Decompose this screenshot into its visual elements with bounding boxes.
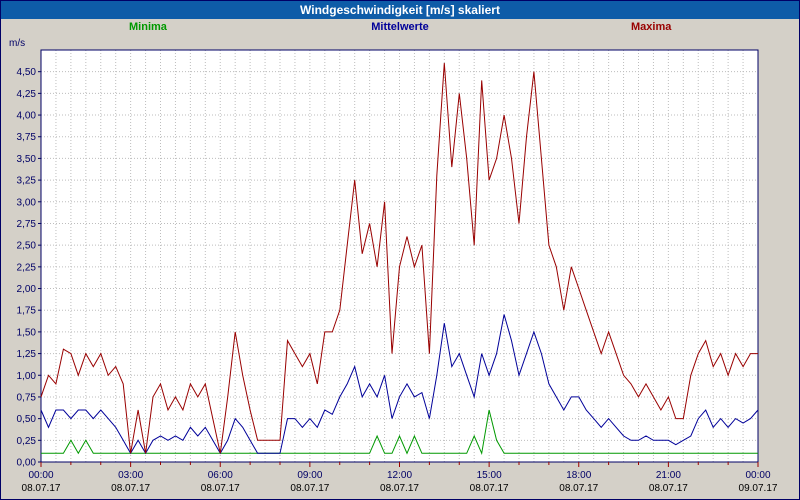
x-axis-time-label: 00:00 bbox=[28, 470, 53, 481]
y-axis-label: 4,00 bbox=[17, 111, 37, 122]
series-maxima-line bbox=[40, 62, 758, 454]
x-axis-time-label: 03:00 bbox=[118, 470, 143, 481]
y-axis-label: 1,25 bbox=[17, 349, 37, 360]
y-axis-label: 2,75 bbox=[17, 219, 37, 230]
x-axis-date-label: 08.07.17 bbox=[470, 483, 509, 494]
y-axis-label: 3,25 bbox=[17, 176, 37, 187]
legend: Minima Mittelwerte Maxima bbox=[1, 19, 799, 35]
y-axis-label: 1,00 bbox=[17, 371, 37, 382]
legend-maxima: Maxima bbox=[631, 21, 672, 33]
y-axis-label: 4,25 bbox=[17, 89, 37, 100]
x-axis-time-label: 12:00 bbox=[387, 470, 412, 481]
x-axis-date-label: 08.07.17 bbox=[111, 483, 150, 494]
chart-title-bar: Windgeschwindigkeit [m/s] skaliert bbox=[1, 1, 799, 19]
y-axis-label: 1,50 bbox=[17, 327, 37, 338]
y-axis-label: 0,75 bbox=[17, 392, 37, 403]
y-axis-label: 0,00 bbox=[17, 458, 37, 469]
y-axis-label: 2,25 bbox=[17, 262, 37, 273]
y-axis-label: 1,75 bbox=[17, 306, 37, 317]
x-axis-time-label: 00:00 bbox=[745, 470, 770, 481]
x-axis-date-label: 08.07.17 bbox=[649, 483, 688, 494]
x-axis-date-label: 08.07.17 bbox=[559, 483, 598, 494]
x-axis-time-label: 15:00 bbox=[477, 470, 502, 481]
series-minima-line bbox=[41, 409, 758, 456]
x-axis-time-label: 06:00 bbox=[208, 470, 233, 481]
y-axis-label: 3,75 bbox=[17, 132, 37, 143]
x-axis-date-label: 08.07.17 bbox=[22, 483, 61, 494]
x-axis-date-label: 09.07.17 bbox=[739, 483, 778, 494]
x-axis-time-label: 21:00 bbox=[656, 470, 681, 481]
x-axis-time-label: 18:00 bbox=[566, 470, 591, 481]
y-axis-label: 2,50 bbox=[17, 241, 37, 252]
series-mittelwerte-line bbox=[40, 314, 759, 455]
plot-area bbox=[41, 50, 758, 462]
legend-minima: Minima bbox=[129, 21, 167, 33]
legend-mittelwerte: Mittelwerte bbox=[371, 21, 429, 33]
wind-speed-chart: 0,00 0,25 0,50 0,75 1,00 1,25 1,50 1,75 2,00 2,25… bbox=[9, 38, 778, 494]
y-axis-label: 2,00 bbox=[17, 284, 37, 295]
y-axis-label: 3,50 bbox=[17, 154, 37, 165]
y-unit-label: m/s bbox=[9, 38, 25, 49]
x-axis-time-label: 09:00 bbox=[297, 470, 322, 481]
x-axis-date-label: 08.07.17 bbox=[380, 483, 419, 494]
y-axis-label: 3,00 bbox=[17, 197, 37, 208]
chart-title: Windgeschwindigkeit [m/s] skaliert bbox=[300, 3, 500, 17]
x-axis-date-label: 08.07.17 bbox=[201, 483, 240, 494]
x-axis-date-label: 08.07.17 bbox=[290, 483, 329, 494]
y-axis-label: 0,50 bbox=[17, 414, 37, 425]
y-axis-label: 4,50 bbox=[17, 67, 37, 78]
y-axis-label: 0,25 bbox=[17, 436, 37, 447]
